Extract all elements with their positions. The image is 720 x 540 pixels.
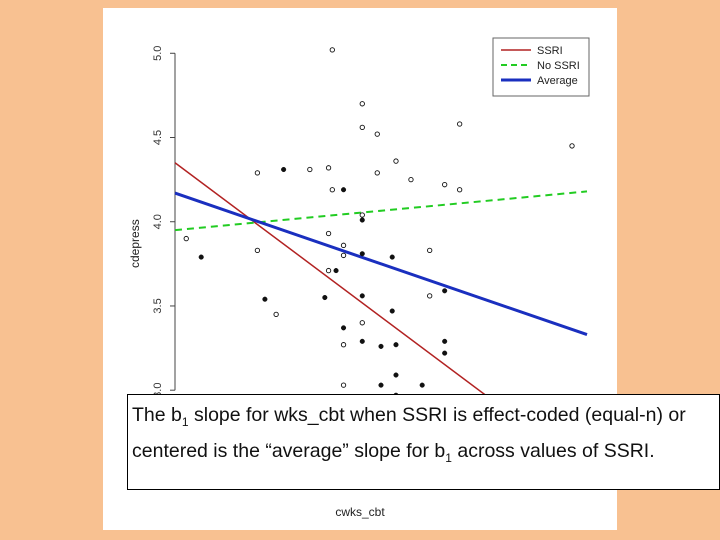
ssri-point [442,350,448,356]
no-ssri-point [329,47,335,53]
no-ssri-point [408,176,414,183]
legend-label: No SSRI [537,60,580,72]
ssri-point [442,288,448,294]
caption-box: The b1 slope for wks_cbt when SSRI is ef… [127,394,720,490]
no-ssri-point [359,212,365,218]
regression-line-no-ssri [174,190,588,232]
legend-label: SSRI [537,45,563,57]
ssri-point [378,382,384,388]
y-tick-label: 4.0 [152,214,164,229]
no-ssri-point [393,158,399,164]
ssri-point [198,254,204,260]
no-ssri-point [340,252,347,259]
ssri-point [442,338,448,344]
ssri-point [389,308,395,314]
y-axis-label: cdepress [128,219,142,268]
no-ssri-point [442,182,448,188]
no-ssri-point [569,143,575,149]
y-tick-label: 4.5 [152,130,164,145]
no-ssri-point [427,247,433,254]
ssri-point [389,254,395,260]
caption-subscript-2: 1 [445,450,452,465]
no-ssri-point [325,230,332,237]
no-ssri-point [183,235,189,242]
caption-text-3: across values of SSRI. [451,439,655,462]
ssri-point [359,338,365,344]
no-ssri-point [254,170,261,176]
ssri-point [281,166,287,173]
no-ssri-point [427,293,433,299]
no-ssri-point [329,187,335,193]
ssri-point [419,382,425,388]
no-ssri-point [340,382,347,388]
y-tick-label: 5.0 [152,46,164,61]
regression-line-average [174,191,588,337]
no-ssri-point [307,166,313,173]
ssri-point [333,268,339,274]
caption-text-1: The b [132,404,182,426]
ssri-point [378,343,384,349]
no-ssri-point [359,320,365,326]
no-ssri-point [359,124,365,131]
ssri-point [322,294,328,301]
data-points [183,47,575,430]
y-axis: 3.03.54.04.55.0 [152,46,176,398]
legend: SSRI No SSRI Average [492,37,590,97]
ssri-point [262,296,268,302]
no-ssri-point [254,247,261,254]
y-tick-label: 3.5 [152,298,164,313]
no-ssri-point [374,170,380,176]
caption-subscript-1: 1 [181,414,189,429]
no-ssri-point [457,121,463,127]
ssri-point [359,251,365,257]
ssri-point [340,187,347,193]
ssri-point [359,217,365,223]
no-ssri-point [457,187,463,193]
caption-text-2: slope for wks_cbt when SSRI is effect-co… [132,404,686,462]
no-ssri-point [374,131,380,137]
no-ssri-point [340,342,347,348]
ssri-point [359,293,365,299]
no-ssri-point [359,101,365,107]
no-ssri-point [273,311,279,318]
no-ssri-point [325,267,332,274]
legend-label: Average [537,75,578,87]
ssri-point [393,342,399,348]
ssri-point [393,372,399,378]
ssri-point [340,325,347,331]
no-ssri-point [325,165,332,171]
legend-box [492,37,590,97]
no-ssri-point [340,242,347,248]
x-axis-label: cwks_cbt [335,505,385,519]
